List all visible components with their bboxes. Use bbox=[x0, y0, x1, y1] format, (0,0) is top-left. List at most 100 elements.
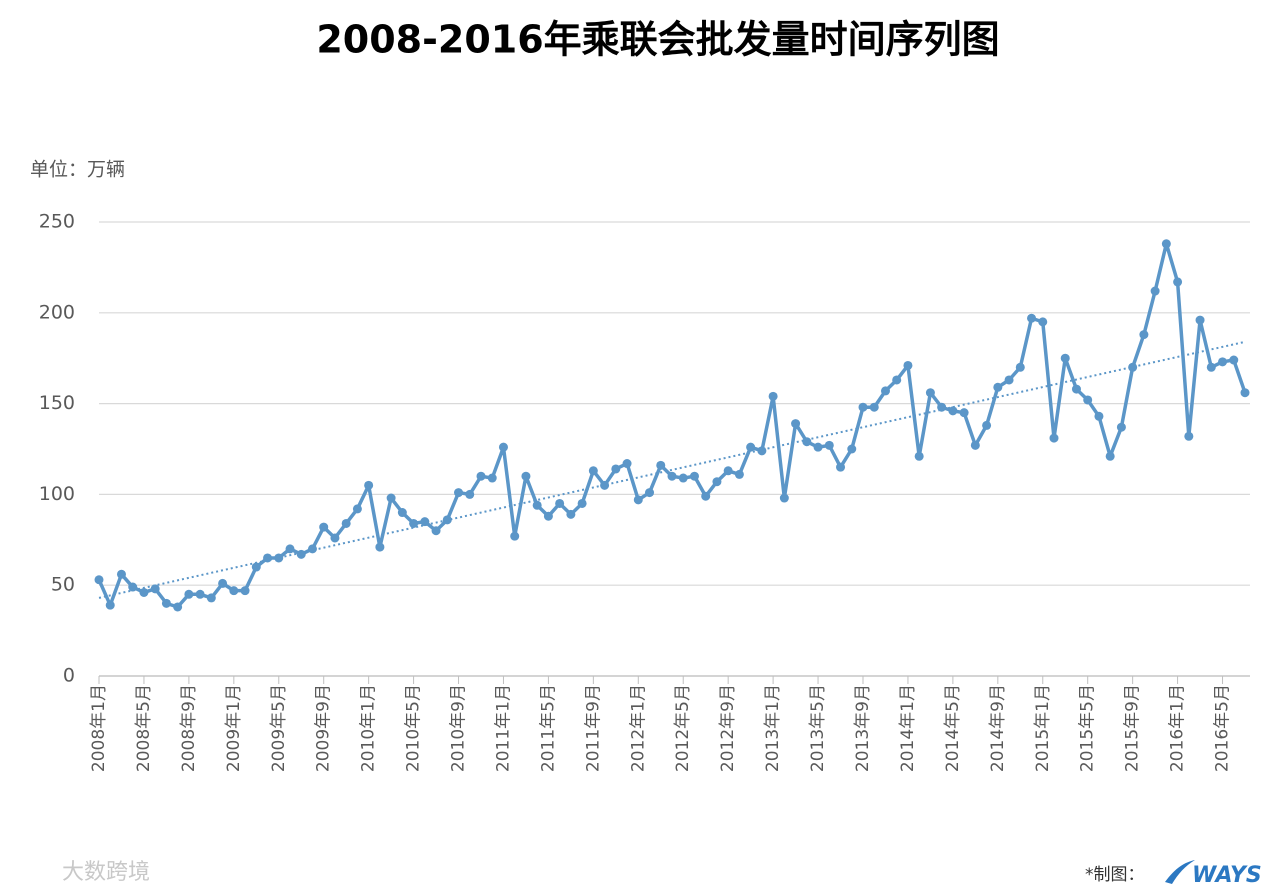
x-tick-label: 2016年1月 bbox=[1168, 684, 1188, 772]
point bbox=[206, 593, 216, 603]
point bbox=[1218, 357, 1228, 367]
x-tick-label: 2010年9月 bbox=[449, 684, 469, 772]
point bbox=[1049, 433, 1059, 443]
x-tick-label: 2010年1月 bbox=[359, 684, 379, 772]
point bbox=[588, 466, 598, 476]
point bbox=[813, 442, 823, 452]
point bbox=[566, 509, 576, 519]
point bbox=[746, 442, 756, 452]
point bbox=[768, 391, 778, 401]
point bbox=[880, 386, 890, 396]
point bbox=[1184, 431, 1194, 441]
x-tick-label: 2013年9月 bbox=[853, 684, 873, 772]
point bbox=[150, 584, 160, 594]
point bbox=[1038, 317, 1048, 327]
x-tick-label: 2008年1月 bbox=[89, 684, 109, 772]
point bbox=[1094, 411, 1104, 421]
point bbox=[1229, 355, 1239, 365]
x-tick-label: 2009年5月 bbox=[269, 684, 289, 772]
point bbox=[498, 442, 508, 452]
point bbox=[712, 477, 722, 487]
point bbox=[521, 471, 531, 481]
point bbox=[1206, 362, 1216, 372]
point bbox=[802, 437, 812, 447]
series-line bbox=[97, 242, 1247, 609]
point bbox=[1015, 362, 1025, 372]
logo-text: WAYS bbox=[1192, 863, 1262, 888]
point bbox=[689, 471, 699, 481]
point bbox=[1195, 315, 1205, 325]
x-tick-label: 2014年5月 bbox=[943, 684, 963, 772]
point bbox=[274, 553, 284, 563]
point bbox=[532, 500, 542, 510]
point bbox=[420, 517, 430, 527]
x-tick-label: 2011年1月 bbox=[493, 684, 513, 772]
point bbox=[1150, 286, 1160, 296]
point bbox=[116, 569, 126, 579]
point bbox=[195, 589, 205, 599]
point bbox=[263, 553, 273, 563]
point bbox=[993, 382, 1003, 392]
point bbox=[914, 451, 924, 461]
y-tick-label: 150 bbox=[39, 392, 75, 414]
point bbox=[128, 582, 138, 592]
y-tick-label: 0 bbox=[63, 665, 75, 687]
point bbox=[251, 562, 261, 572]
x-tick-label: 2010年5月 bbox=[404, 684, 424, 772]
point bbox=[1116, 422, 1126, 432]
point bbox=[701, 491, 711, 501]
point bbox=[386, 493, 396, 503]
point bbox=[1060, 353, 1070, 363]
point bbox=[1128, 362, 1138, 372]
footer-label: *制图： bbox=[1085, 865, 1145, 885]
point bbox=[543, 511, 553, 521]
point bbox=[1139, 330, 1149, 340]
x-tick-label: 2011年9月 bbox=[583, 684, 603, 772]
x-tick-label: 2012年1月 bbox=[628, 684, 648, 772]
point bbox=[296, 549, 306, 559]
point bbox=[869, 402, 879, 412]
logo-icon bbox=[1165, 860, 1195, 884]
point bbox=[667, 471, 677, 481]
point bbox=[352, 504, 362, 514]
point bbox=[611, 464, 621, 474]
x-tick-label: 2011年5月 bbox=[538, 684, 558, 772]
point bbox=[476, 471, 486, 481]
point bbox=[1173, 277, 1183, 287]
x-tick-label: 2013年5月 bbox=[808, 684, 828, 772]
point bbox=[397, 508, 407, 518]
point bbox=[903, 360, 913, 370]
point bbox=[161, 598, 171, 608]
point bbox=[959, 408, 969, 418]
point bbox=[465, 489, 475, 499]
point bbox=[330, 533, 340, 543]
point bbox=[431, 526, 441, 536]
point bbox=[723, 466, 733, 476]
trendline bbox=[98, 340, 1246, 599]
point bbox=[105, 600, 115, 610]
point bbox=[791, 419, 801, 429]
point bbox=[285, 544, 295, 554]
point bbox=[319, 522, 329, 532]
chart-title: 2008-2016年乘联会批发量时间序列图 bbox=[316, 18, 999, 62]
point bbox=[577, 498, 587, 508]
point bbox=[633, 495, 643, 505]
x-tick-label: 2016年5月 bbox=[1213, 684, 1233, 772]
x-tick-label: 2008年5月 bbox=[134, 684, 154, 772]
x-tick-label: 2012年5月 bbox=[673, 684, 693, 772]
point bbox=[892, 375, 902, 385]
point bbox=[678, 473, 688, 483]
point bbox=[779, 493, 789, 503]
x-tick-label: 2014年1月 bbox=[898, 684, 918, 772]
point bbox=[847, 444, 857, 454]
point bbox=[970, 440, 980, 450]
point bbox=[757, 446, 767, 456]
point bbox=[656, 460, 666, 470]
point bbox=[600, 480, 610, 490]
point bbox=[982, 420, 992, 430]
point bbox=[824, 440, 834, 450]
point bbox=[858, 402, 868, 412]
point bbox=[1071, 384, 1081, 394]
y-tick-label: 200 bbox=[39, 301, 75, 323]
